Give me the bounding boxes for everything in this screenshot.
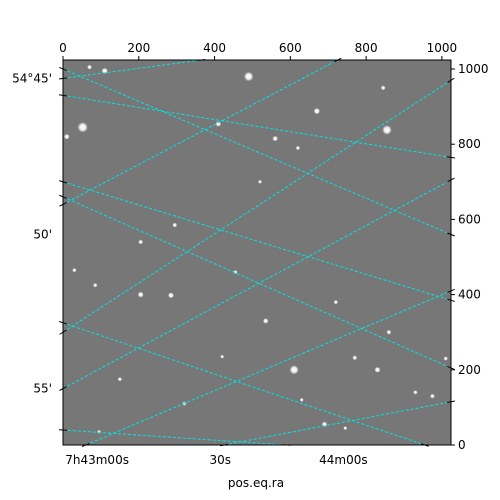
grid-line-10 xyxy=(63,94,451,158)
frame-tick-4-0 xyxy=(81,442,90,448)
star-7 xyxy=(272,135,279,142)
frame-tick-1-0 xyxy=(59,202,67,207)
frame-tick-9-1 xyxy=(282,444,291,446)
frame-tick-3-0 xyxy=(59,386,67,391)
y-tick-label-1: 200 xyxy=(458,363,481,377)
star-14 xyxy=(172,222,178,228)
frame-tick-5-1 xyxy=(446,400,456,404)
frame-tick-2-0 xyxy=(59,329,67,335)
star-25 xyxy=(333,299,339,305)
star-9 xyxy=(167,292,175,299)
pixel-x-axis-top: 0 200 400 600 800 1000 xyxy=(59,41,457,60)
dec-tick-label-2: 55' xyxy=(33,382,52,396)
star-2 xyxy=(381,124,392,135)
y-tick-label-2: 400 xyxy=(458,288,481,302)
star-18 xyxy=(352,355,358,361)
coordinate-grid xyxy=(63,60,451,445)
x-tick-label-2: 400 xyxy=(203,41,226,55)
x-tick-label-1: 200 xyxy=(127,41,150,55)
grid-line-6 xyxy=(63,68,451,235)
grid-line-4 xyxy=(85,290,451,445)
grid-line-5 xyxy=(223,401,451,445)
star-5 xyxy=(313,107,321,115)
frame-tick-10-0 xyxy=(58,94,68,97)
frame-tick-3-1 xyxy=(447,177,455,183)
grid-line-7 xyxy=(63,196,451,369)
image-background xyxy=(63,60,451,445)
star-32 xyxy=(380,85,386,91)
frame-tick-8-0 xyxy=(59,321,67,325)
x-tick-label-0: 0 xyxy=(59,41,67,55)
ra-tick-label-0: 7h43m00s xyxy=(65,453,129,467)
star-34 xyxy=(220,354,225,359)
frame-tick-2-1 xyxy=(447,77,455,83)
grid-line-2 xyxy=(63,79,451,333)
frame-tick-9-0 xyxy=(58,429,68,431)
star-19 xyxy=(386,329,392,335)
frame-tick-10-1 xyxy=(446,156,456,159)
grid-line-8 xyxy=(63,322,426,445)
x-tick-label-5: 1000 xyxy=(427,41,458,55)
frame-tick-0-0 xyxy=(58,77,68,80)
star-11 xyxy=(374,366,381,373)
frame-tick-6-1 xyxy=(447,232,455,237)
star-24 xyxy=(257,179,263,184)
star-1 xyxy=(243,71,254,82)
star-31 xyxy=(87,64,92,70)
grid-line-0 xyxy=(63,60,202,79)
pixel-y-axis-right: 0 200 400 600 800 1000 xyxy=(451,62,489,452)
star-0 xyxy=(77,121,89,133)
frame-tick-0-1 xyxy=(197,58,206,62)
grid-line-9 xyxy=(63,429,287,445)
star-8 xyxy=(137,291,144,298)
ra-axis-bottom: 7h43m00s 30s 44m00s xyxy=(65,453,367,467)
frame-tick-7-1 xyxy=(447,365,455,370)
x-axis-title: pos.eq.ra xyxy=(228,476,284,490)
ra-tick-label-2: 44m00s xyxy=(319,453,367,467)
star-30 xyxy=(299,397,304,402)
grid-line-11 xyxy=(63,181,451,301)
frame-tick-11-1 xyxy=(447,298,455,302)
star-22 xyxy=(429,393,435,399)
grid-line-1 xyxy=(63,60,338,205)
y-tick-label-0: 0 xyxy=(458,438,466,452)
frame-tick-8-1 xyxy=(420,443,429,447)
x-tick-label-4: 800 xyxy=(355,41,378,55)
stars-layer xyxy=(63,64,448,434)
star-10 xyxy=(262,318,269,324)
dec-axis-left: 54°45' 50' 55' xyxy=(12,71,52,395)
star-21 xyxy=(443,356,448,361)
star-13 xyxy=(63,133,70,140)
star-26 xyxy=(233,270,238,275)
grid-line-3 xyxy=(63,179,451,390)
frame-tick-1-1 xyxy=(333,57,342,63)
dec-tick-label-0: 54°45' xyxy=(12,71,52,85)
y-tick-label-5: 1000 xyxy=(458,62,489,76)
star-20 xyxy=(413,390,418,395)
x-tick-label-3: 600 xyxy=(279,41,302,55)
frame-tick-7-0 xyxy=(59,194,67,199)
star-17 xyxy=(92,282,98,288)
y-tick-label-4: 800 xyxy=(458,137,481,151)
dec-tick-label-1: 50' xyxy=(33,227,52,241)
star-16 xyxy=(72,267,77,273)
frame-tick-6-0 xyxy=(59,66,67,72)
star-15 xyxy=(138,239,144,245)
frame-tick-5-0 xyxy=(220,443,229,447)
star-29 xyxy=(96,429,102,434)
ra-tick-label-1: 30s xyxy=(209,453,231,467)
star-4 xyxy=(101,67,108,75)
plot-frame xyxy=(62,59,452,446)
frame-tick-4-1 xyxy=(447,288,455,293)
star-33 xyxy=(343,426,348,431)
y-tick-label-3: 600 xyxy=(458,212,481,226)
star-28 xyxy=(117,376,123,382)
star-3 xyxy=(289,365,299,375)
frame-tick-11-0 xyxy=(59,180,67,184)
star-23 xyxy=(295,145,301,151)
